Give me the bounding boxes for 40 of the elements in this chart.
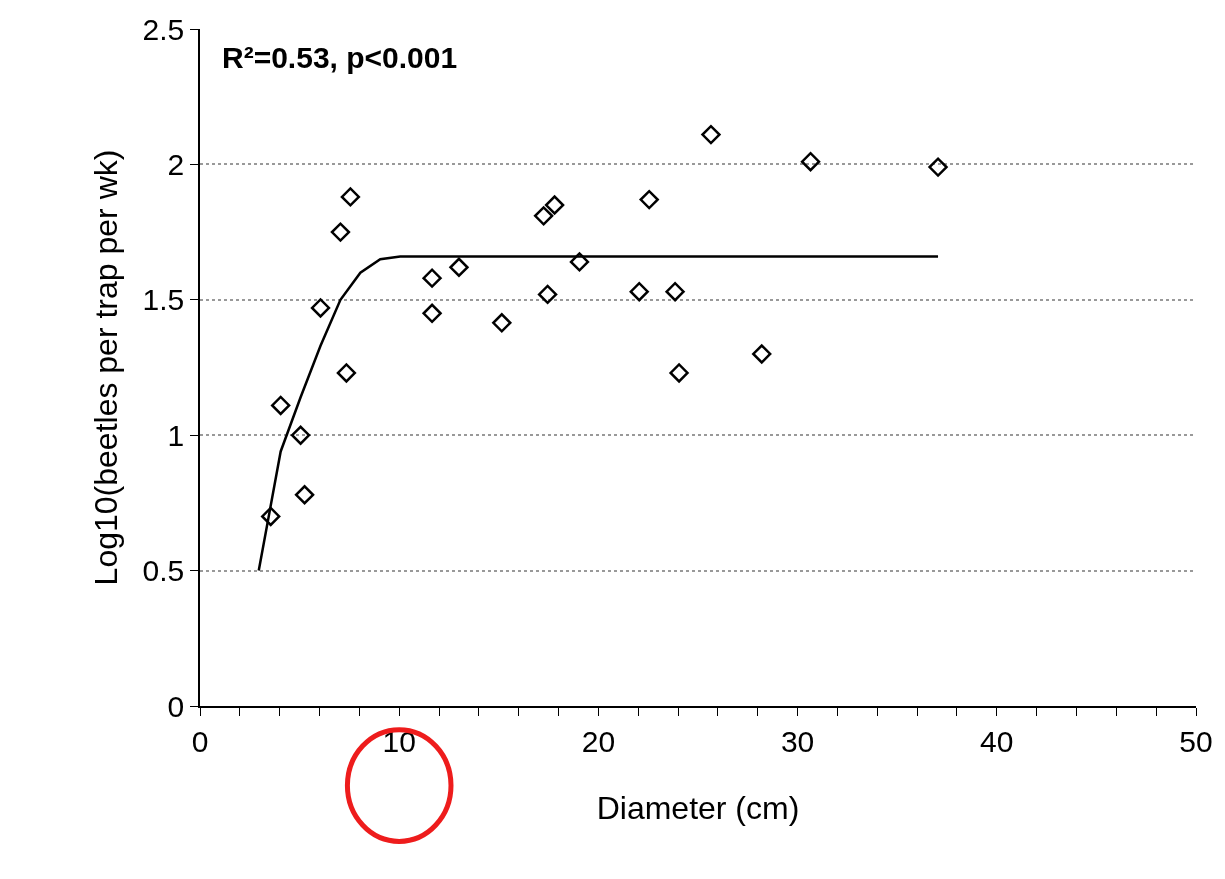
y-axis-title: Log10(beetles per trap per wk)	[88, 149, 125, 586]
point	[270, 395, 291, 416]
point	[290, 425, 311, 445]
point	[492, 313, 512, 333]
point	[340, 187, 361, 207]
annotation: R²=0.53, p<0.001	[222, 41, 458, 74]
line-series	[257, 255, 940, 572]
x-tick-label: 40	[980, 724, 1014, 758]
x-tick-label: 50	[1179, 724, 1213, 758]
point	[533, 206, 554, 226]
point	[336, 363, 357, 383]
point	[422, 268, 442, 288]
x-tick-label: 10	[382, 724, 416, 758]
point	[310, 298, 331, 318]
point	[537, 284, 558, 305]
x-tick-label: 30	[780, 724, 815, 758]
y-tick-label: 2	[167, 147, 185, 181]
point	[449, 257, 469, 277]
point	[669, 363, 689, 383]
y-tick-label: 0	[167, 689, 185, 723]
point	[569, 252, 590, 272]
x-tick-label: 0	[191, 724, 209, 758]
point	[294, 485, 315, 505]
y-tick-label: 1	[167, 418, 185, 452]
x-tick-label: 20	[581, 724, 616, 758]
point	[639, 189, 659, 210]
point	[800, 151, 821, 172]
point	[665, 281, 685, 302]
y-tick-label: 2.5	[142, 12, 185, 46]
point	[629, 281, 649, 302]
point	[330, 222, 351, 242]
x-axis-title: Diameter (cm)	[596, 790, 800, 827]
y-tick-label: 0.5	[142, 554, 185, 588]
point	[701, 124, 721, 145]
point	[544, 195, 565, 215]
point	[261, 506, 281, 527]
y-tick-label: 1.5	[142, 283, 185, 317]
point	[752, 344, 772, 364]
point	[928, 157, 948, 177]
point	[422, 303, 442, 324]
